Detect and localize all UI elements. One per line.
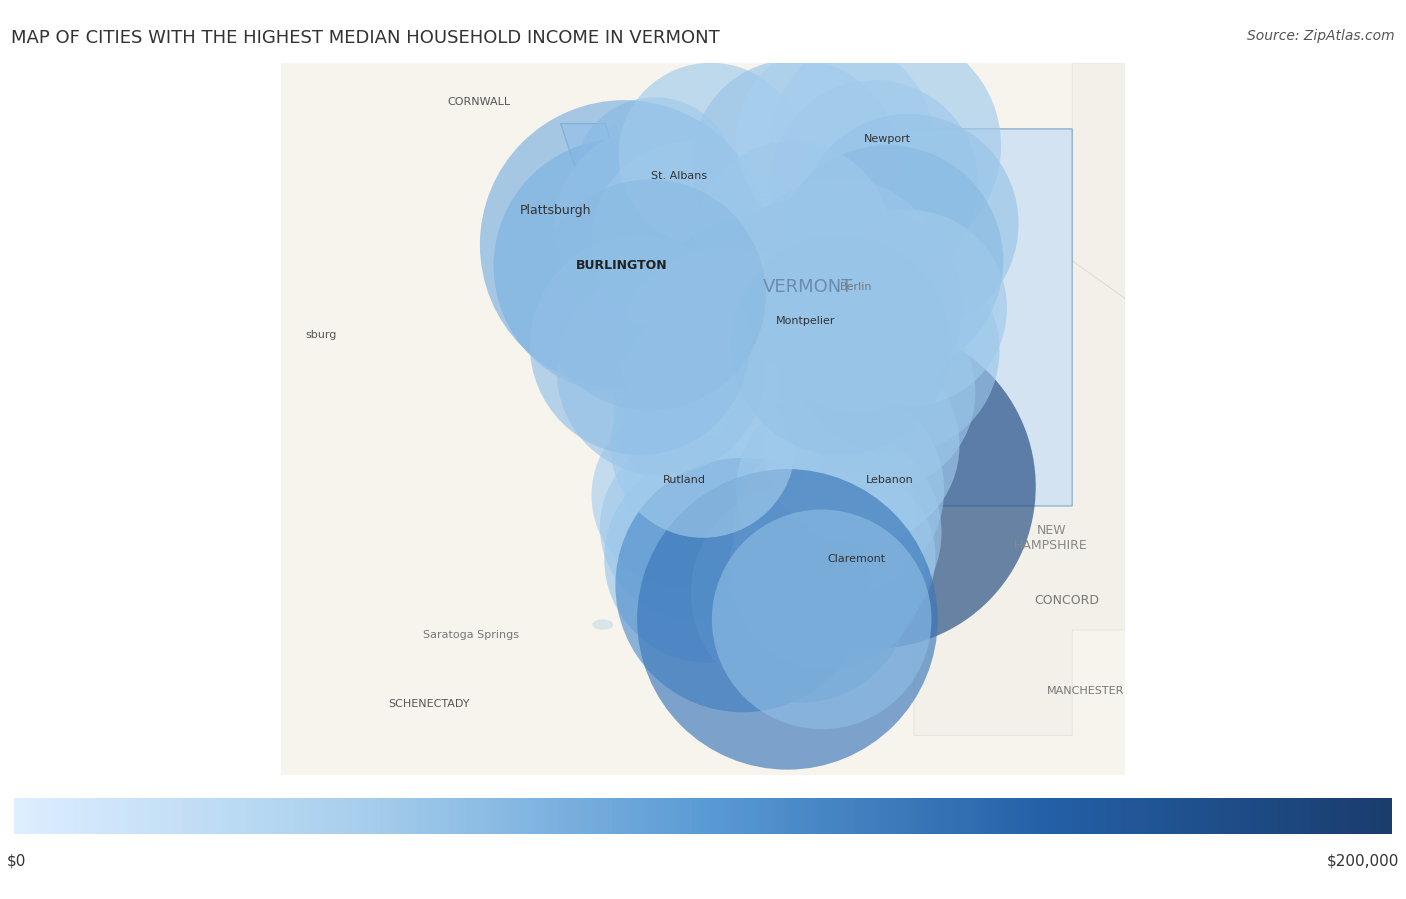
Text: Montpelier: Montpelier [776,316,835,326]
Text: Source: ZipAtlas.com: Source: ZipAtlas.com [1247,29,1395,43]
Text: Dover: Dover [1234,599,1268,609]
Point [644,171,666,185]
Point [681,520,703,534]
Text: CORNWALL: CORNWALL [447,97,510,108]
Point [638,288,661,302]
Point [737,369,759,384]
Point [700,398,723,413]
Text: LEWISTON: LEWISTON [1364,360,1406,373]
Point [789,586,811,601]
Text: MANCHESTER: MANCHESTER [1046,686,1123,696]
Point [713,343,735,358]
Text: Rutland: Rutland [664,475,706,485]
Point [824,132,846,147]
Point [785,156,807,170]
Point [613,237,636,252]
Polygon shape [1125,63,1406,656]
Point [848,301,870,316]
Text: BURLINGTON: BURLINGTON [575,260,666,272]
Polygon shape [561,123,624,287]
Point [830,483,852,497]
Point [782,233,804,247]
Text: MAP OF CITIES WITH THE HIGHEST MEDIAN HOUSEHOLD INCOME IN VERMONT: MAP OF CITIES WITH THE HIGHEST MEDIAN HO… [11,29,720,47]
Point [830,338,852,352]
Point [897,301,920,316]
Ellipse shape [592,619,613,630]
Point [672,488,695,503]
Text: Saratoga Springs: Saratoga Springs [423,630,519,640]
Text: sburg: sburg [305,330,336,340]
Text: Newport: Newport [865,135,911,145]
Point [897,217,920,231]
Polygon shape [561,123,1073,656]
Point [838,549,860,564]
Text: CONCORD: CONCORD [1035,594,1099,608]
Point [749,322,772,336]
Polygon shape [281,63,1125,775]
Text: $0: $0 [7,853,27,868]
Point [875,138,897,153]
Point [810,612,832,627]
Text: UTICA: UTICA [131,623,169,636]
Point [700,148,723,163]
Ellipse shape [922,297,932,304]
Text: NEW
HAMPSHIRE: NEW HAMPSHIRE [1014,523,1088,552]
Point [692,438,714,452]
Text: St. Albans: St. Albans [651,172,707,182]
Point [778,316,800,331]
Point [863,177,886,191]
Point [827,525,849,539]
Polygon shape [914,129,1225,735]
Point [628,338,651,352]
Point [851,438,873,452]
Point [797,301,820,316]
Point [679,233,702,247]
Text: $200,000: $200,000 [1327,853,1399,868]
Text: Plattsburgh: Plattsburgh [520,204,591,218]
Point [830,274,852,289]
Text: SCHENECTADY: SCHENECTADY [388,699,470,708]
Point [647,222,669,236]
Text: PORTLAND: PORTLAND [1357,476,1406,489]
Text: VERMONT: VERMONT [763,278,853,296]
Point [876,254,898,268]
Point [650,364,672,378]
Text: Lebanon: Lebanon [866,475,914,485]
Polygon shape [1073,63,1406,656]
Point [609,259,631,273]
Text: Claremont: Claremont [827,554,884,564]
Point [866,386,889,400]
Text: Berlin: Berlin [839,282,872,292]
Point [776,612,799,627]
Point [863,479,886,494]
Ellipse shape [586,331,599,339]
Point [815,565,838,579]
Ellipse shape [576,165,592,173]
Point [731,578,754,592]
Point [884,343,907,358]
Point [697,551,720,565]
Point [700,477,723,492]
Point [718,441,741,455]
